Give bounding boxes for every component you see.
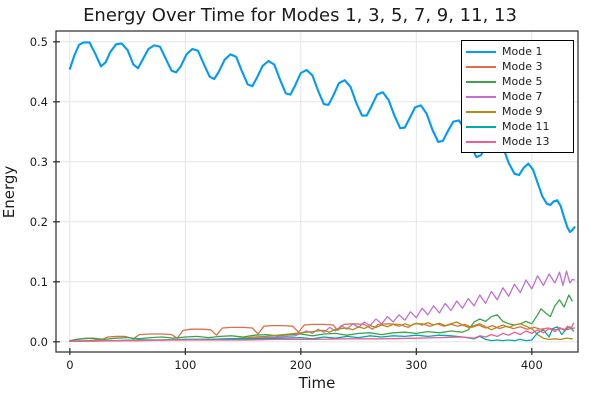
legend-item: Mode 9 — [466, 104, 567, 119]
legend-item: Mode 13 — [466, 134, 567, 149]
x-tick-label: 0 — [66, 358, 73, 372]
y-tick-label: 0.3 — [30, 155, 48, 169]
legend-label: Mode 9 — [502, 105, 543, 118]
legend-label: Mode 11 — [502, 120, 550, 133]
legend-label: Mode 3 — [502, 60, 543, 73]
y-tick-label: 0.4 — [30, 95, 48, 109]
legend-line-sample — [466, 95, 496, 98]
legend-item: Mode 11 — [466, 119, 567, 134]
legend-line-sample — [466, 125, 496, 128]
plot-frame — [55, 30, 579, 353]
legend-item: Mode 7 — [466, 89, 567, 104]
legend-item: Mode 5 — [466, 74, 567, 89]
legend-line-sample — [466, 50, 496, 53]
x-tick-label: 400 — [521, 358, 543, 372]
series-line-mode-3 — [69, 323, 576, 342]
series-line-mode-7 — [69, 270, 576, 342]
y-tick-label: 0.1 — [30, 275, 48, 289]
legend: Mode 1 Mode 3 Mode 5 Mode 7 Mode 9 Mode 11 Mod… — [461, 40, 574, 153]
series-line-mode-13 — [69, 322, 575, 342]
y-tick-label: 0.0 — [30, 335, 48, 349]
x-axis-label: Time — [298, 374, 336, 392]
x-tick-label: 100 — [174, 358, 196, 372]
legend-label: Mode 7 — [502, 90, 543, 103]
y-tick-label: 0.2 — [30, 215, 48, 229]
legend-label: Mode 13 — [502, 135, 550, 148]
y-axis-label: Energy — [0, 165, 18, 219]
series-line-mode-11 — [69, 326, 575, 342]
series-line-mode-9 — [69, 321, 573, 342]
x-tick-label: 200 — [290, 358, 312, 372]
series-line-mode-5 — [69, 294, 573, 342]
legend-line-sample — [466, 110, 496, 113]
y-tick-label: 0.5 — [30, 35, 48, 49]
legend-line-sample — [466, 65, 496, 68]
x-tick-label: 300 — [405, 358, 427, 372]
legend-line-sample — [466, 140, 496, 143]
legend-item: Mode 1 — [466, 44, 567, 59]
series-line-mode-1 — [68, 41, 576, 234]
legend-item: Mode 3 — [466, 59, 567, 74]
legend-label: Mode 1 — [502, 45, 543, 58]
legend-line-sample — [466, 80, 496, 83]
chart-title: Energy Over Time for Modes 1, 3, 5, 7, 9… — [83, 5, 517, 26]
legend-label: Mode 5 — [502, 75, 543, 88]
